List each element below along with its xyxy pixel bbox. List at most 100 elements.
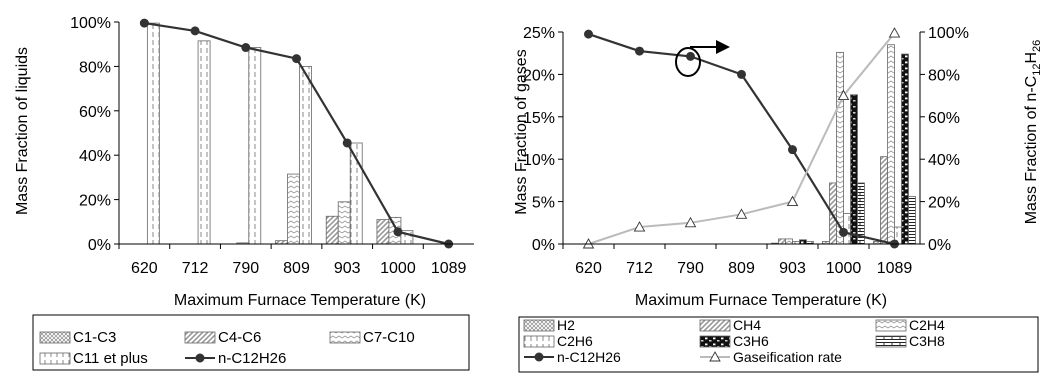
legend-swatch (699, 319, 731, 332)
point-n-c12h26-620 (584, 29, 593, 39)
point-gaseification-rate-712 (633, 221, 646, 232)
bar-c7-c10-809 (287, 173, 300, 245)
x-tick-label: 1089 (431, 260, 467, 277)
bar-ch4-903 (778, 238, 786, 245)
point-n-c12h26-620 (139, 18, 149, 28)
bar-c4-c6-1000 (376, 219, 390, 245)
bar-c11-et-plus-809 (299, 66, 312, 245)
legend-label: H2 (557, 317, 575, 333)
point-gaseification-rate-790 (684, 216, 697, 228)
point-n-c12h26-1000 (839, 227, 848, 237)
legend-swatch (875, 319, 907, 332)
legend-swatch (184, 331, 216, 344)
legend-item-c3h8: C3H8 (875, 333, 945, 349)
bar-c2h4-1089 (887, 44, 895, 245)
y2-tick-label: 40% (928, 152, 960, 169)
y-tick-label: 10% (523, 152, 555, 169)
bar-c11-et-plus-790 (248, 47, 262, 245)
point-n-c12h26-790 (686, 51, 695, 61)
x-tick-label: 903 (334, 260, 361, 277)
legend-label: n-C12H26 (557, 349, 621, 365)
legend-label: C11 et plus (73, 350, 148, 367)
x-tick-label: 712 (626, 260, 653, 277)
legend-marker (709, 351, 721, 362)
point-n-c12h26-809 (292, 54, 301, 64)
y-tick-label: 40% (79, 148, 111, 165)
y-tick-label: 80% (79, 59, 111, 76)
x-tick-label: 1000 (380, 260, 416, 277)
x-tick-label: 790 (677, 260, 704, 277)
point-n-c12h26-1000 (393, 227, 403, 237)
legend-label: C2H4 (909, 317, 945, 333)
legend-label: CH4 (733, 317, 761, 333)
bar-ch4-1089 (880, 156, 888, 245)
point-n-c12h26-903 (788, 145, 797, 155)
legend-item-n-c12h26: n-C12H26 (524, 349, 621, 365)
point-n-c12h26-903 (342, 138, 352, 148)
x-tick-label: 809 (283, 260, 310, 277)
right-legend: H2 CH4 C2H4 C2H6 C3H6 C3H8 n-C12H26 Gaseificati… (518, 316, 1039, 373)
legend-swatch (875, 335, 907, 348)
legend-swatch (699, 335, 731, 348)
y-tick-label: 60% (79, 104, 111, 121)
right-y-axis-label: Mass Fraction of gases (513, 49, 530, 214)
y-tick-label: 20% (523, 67, 555, 84)
x-tick-label: 1089 (877, 260, 913, 277)
point-gaseification-rate-1089 (888, 27, 901, 38)
x-tick-label: 790 (232, 260, 259, 277)
bar-c11-et-plus-620 (146, 22, 160, 245)
legend-label: Gaseification rate (733, 349, 842, 365)
y2-tick-label: 60% (928, 110, 960, 127)
legend-swatch (523, 335, 555, 348)
y-tick-label: 0% (88, 237, 111, 254)
bar-c2h4-1000 (836, 51, 844, 245)
y2-tick-label: 0% (928, 237, 951, 254)
bar-c4-c6-903 (325, 215, 339, 245)
legend-item-h2: H2 (523, 317, 575, 333)
left-chart: 0% 20% 40% 60% 80% 100% 620 712 790 809 903 1000 108… (14, 15, 474, 371)
right-axis-indicator (675, 40, 730, 77)
point-n-c12h26-712 (635, 46, 644, 56)
y-tick-label: 15% (523, 110, 555, 127)
point-gaseification-rate-1000 (837, 89, 850, 101)
legend-swatch (329, 331, 361, 344)
legend-item-c1-c3: C1-C3 (39, 329, 116, 346)
point-gaseification-rate-809 (735, 208, 748, 219)
y-tick-label: 20% (79, 193, 111, 210)
bar-c11-et-plus-712 (197, 40, 211, 245)
legend-label: C4-C6 (218, 329, 261, 346)
x-tick-label: 809 (728, 260, 755, 277)
legend-item-c3h6: C3H6 (699, 333, 769, 349)
right-chart: 0% 5% 10% 15% 20% 25% 0% 20% 40% 60% 80% 100% 620 712… (513, 25, 1041, 373)
left-legend: C1-C3 C4-C6 C7-C10 C11 et plus n-C12H26 (32, 314, 470, 371)
legend-label: C1-C3 (73, 329, 116, 346)
point-gaseification-rate-903 (786, 195, 799, 207)
x-tick-label: 903 (779, 260, 806, 277)
legend-label: C3H8 (909, 333, 945, 349)
x-tick-label: 620 (131, 260, 158, 277)
legend-item-c2h4: C2H4 (875, 317, 945, 333)
bar-c3h6-1089 (901, 53, 909, 245)
y-tick-label: 25% (523, 25, 555, 42)
x-tick-label: 712 (182, 260, 209, 277)
legend-item-c7-c10: C7-C10 (329, 329, 415, 346)
y-tick-label: 100% (70, 15, 111, 32)
left-y-axis-label: Mass Fraction of liquids (14, 47, 31, 215)
legend-item-c4-c6: C4-C6 (184, 329, 261, 346)
y2-tick-label: 80% (928, 67, 960, 84)
legend-label: C2H6 (557, 333, 593, 349)
legend-marker (195, 353, 205, 363)
y2-tick-label: 20% (928, 195, 960, 212)
point-n-c12h26-712 (190, 26, 200, 36)
bar-c2h4-903 (785, 238, 793, 245)
bar-c3h6-1000 (850, 94, 858, 245)
legend-swatch (39, 331, 71, 344)
x-tick-label: 1000 (826, 260, 862, 277)
y-tick-label: 5% (532, 195, 555, 212)
point-n-c12h26-790 (241, 43, 251, 53)
legend-label: n-C12H26 (218, 350, 286, 367)
y2-tick-label: 100% (928, 25, 969, 42)
bar-c3h8-1089 (908, 196, 916, 245)
legend-label: C3H6 (733, 333, 769, 349)
